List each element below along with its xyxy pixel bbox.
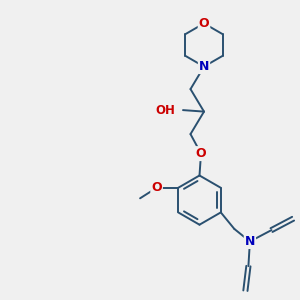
- Text: O: O: [199, 17, 209, 30]
- Text: O: O: [151, 181, 162, 194]
- Text: N: N: [199, 60, 209, 73]
- Text: OH: OH: [156, 103, 176, 117]
- Text: O: O: [196, 147, 206, 160]
- Text: N: N: [245, 235, 255, 248]
